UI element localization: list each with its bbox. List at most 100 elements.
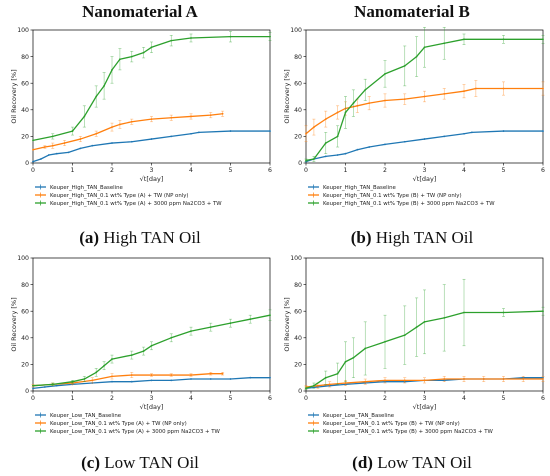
data-point: [130, 55, 133, 58]
data-point: [502, 87, 505, 90]
series-line: [32, 373, 223, 387]
data-point: [111, 380, 113, 383]
x-tick-label: 5: [502, 395, 506, 402]
data-point: [336, 135, 339, 138]
legend-entry: Keuper_High_TAN_Baseline: [50, 185, 124, 191]
series-1: [305, 130, 544, 163]
data-point: [344, 360, 347, 363]
data-point: [463, 38, 465, 41]
data-point: [67, 151, 70, 154]
data-point: [170, 374, 173, 376]
x-tick-label: 5: [229, 395, 233, 402]
data-point: [328, 383, 331, 386]
data-point: [119, 58, 121, 61]
legend-entry: Keuper_Low_TAN_Baseline: [323, 413, 395, 419]
data-point: [221, 372, 224, 375]
data-point: [324, 118, 327, 121]
x-axis-label: √t[day]: [413, 175, 437, 183]
data-point: [384, 143, 386, 146]
x-tick-label: 0: [31, 167, 35, 174]
x-tick-label: 2: [110, 167, 114, 174]
data-point: [502, 130, 505, 132]
x-axis-label: √t[day]: [140, 175, 164, 183]
data-point: [356, 148, 359, 151]
data-point: [324, 142, 327, 144]
data-point: [190, 374, 192, 376]
caption-d-letter: (d): [352, 453, 373, 472]
data-point: [305, 387, 307, 390]
data-point: [443, 135, 446, 138]
y-tick-label: 20: [21, 362, 29, 369]
data-point: [190, 330, 192, 333]
legend-entry: Keuper_Low_TAN_0.1 wt% Type (B) + 3000 p…: [323, 429, 494, 435]
x-tick-label: 6: [268, 395, 272, 402]
data-point: [95, 371, 98, 374]
data-point: [119, 123, 121, 126]
series-line: [32, 113, 223, 151]
data-point: [415, 55, 418, 58]
data-point: [463, 311, 465, 314]
data-point: [423, 138, 426, 140]
legend-entry: Keuper_High_TAN_0.1 wt% Type (B) + TW (N…: [323, 193, 462, 199]
caption-a: (a) High TAN Oil: [79, 228, 201, 247]
data-point: [542, 310, 544, 313]
data-point: [91, 144, 94, 147]
data-point: [51, 144, 54, 147]
data-point: [190, 378, 192, 380]
x-tick-label: 3: [150, 395, 154, 402]
data-point: [190, 115, 192, 118]
data-point: [324, 376, 327, 379]
data-point: [32, 387, 34, 390]
caption-b-text: High TAN Oil: [372, 228, 474, 247]
data-point: [403, 98, 406, 101]
data-point: [190, 132, 192, 135]
data-point: [198, 131, 200, 134]
data-point: [482, 378, 485, 380]
x-tick-label: 0: [304, 395, 308, 402]
x-tick-label: 2: [110, 395, 114, 402]
series-2: [304, 376, 545, 389]
y-tick-label: 60: [294, 80, 302, 87]
data-point: [55, 384, 58, 387]
y-tick-label: 40: [294, 107, 302, 114]
legend-entry: Keuper_High_TAN_0.1 wt% Type (A) + TW (N…: [50, 193, 189, 199]
x-tick-label: 0: [31, 395, 35, 402]
data-point: [364, 347, 367, 350]
caption-b-letter: (b): [351, 228, 372, 247]
data-point: [463, 378, 465, 380]
data-point: [150, 138, 153, 140]
data-point: [111, 375, 113, 378]
data-point: [344, 111, 347, 114]
data-point: [63, 142, 66, 144]
data-point: [313, 384, 315, 387]
series-line: [305, 130, 543, 163]
data-point: [190, 37, 192, 39]
x-tick-label: 2: [383, 167, 387, 174]
data-point: [229, 322, 232, 325]
legend-entry: Keuper_High_TAN_0.1 wt% Type (A) + 3000 …: [50, 201, 222, 207]
data-point: [364, 380, 367, 383]
series-3: [32, 31, 272, 142]
y-tick-label: 100: [290, 255, 302, 262]
legend-entry: Keuper_Low_TAN_0.1 wt% Type (B) + TW (NP…: [323, 421, 460, 427]
data-point: [344, 152, 347, 155]
y-tick-label: 20: [294, 134, 302, 141]
data-point: [443, 92, 446, 95]
data-point: [71, 130, 74, 132]
data-point: [542, 378, 544, 380]
y-axis-label: Oil Recovery [%]: [283, 297, 291, 351]
y-tick-label: 20: [294, 362, 302, 369]
data-point: [170, 39, 173, 42]
y-axis-label: Oil Recovery [%]: [283, 69, 291, 123]
data-point: [403, 379, 406, 382]
x-tick-label: 0: [304, 167, 308, 174]
data-point: [443, 42, 446, 45]
caption-b: (b) High TAN Oil: [351, 228, 474, 247]
data-point: [542, 130, 544, 132]
data-point: [423, 46, 426, 49]
data-point: [170, 116, 173, 119]
data-point: [403, 65, 406, 67]
series-1: [32, 376, 271, 390]
data-point: [150, 374, 153, 376]
data-point: [324, 155, 327, 158]
